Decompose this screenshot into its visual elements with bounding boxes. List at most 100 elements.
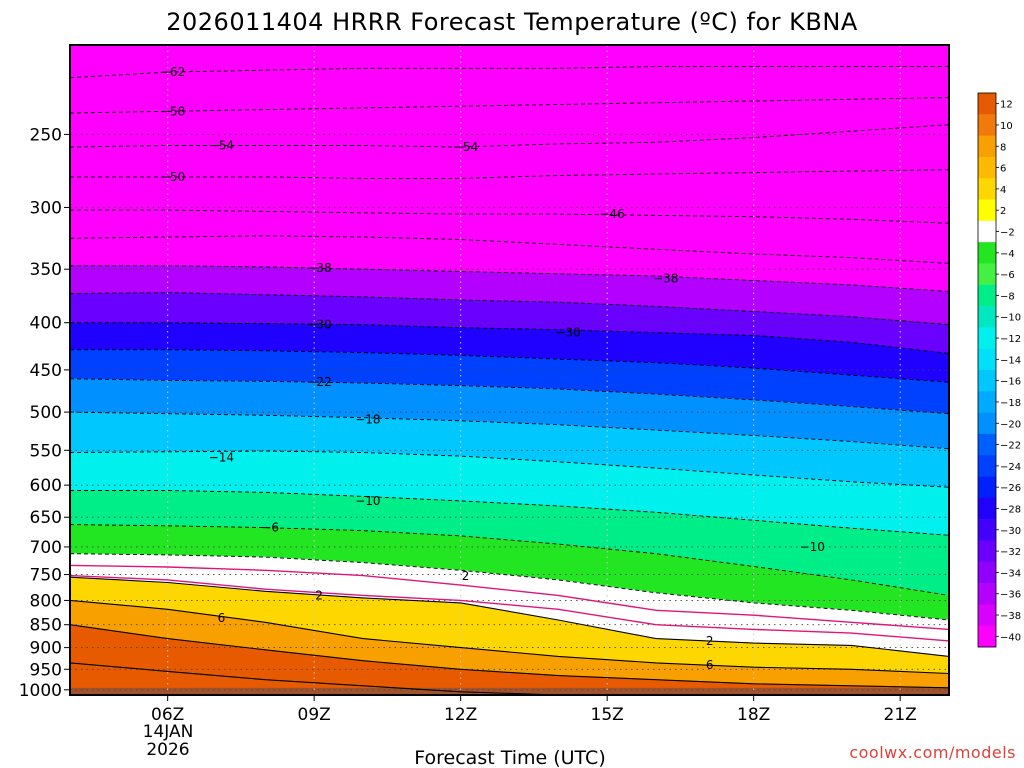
y-tick-label: 500 xyxy=(30,403,62,423)
isotherm-label: −58 xyxy=(160,104,185,118)
isotherm-label: 6 xyxy=(706,658,714,672)
freezing-line xyxy=(70,564,949,631)
colorbar-swatch xyxy=(978,625,996,648)
y-tick-label: 600 xyxy=(30,476,62,496)
freezing-lines xyxy=(70,564,949,642)
colorbar-label: −20 xyxy=(1000,419,1021,430)
y-tick-label: 950 xyxy=(30,660,62,680)
colorbar-swatch xyxy=(978,114,996,136)
x-tick-label: 12Z xyxy=(444,705,477,725)
temperature-bands xyxy=(70,66,949,695)
isotherm-label: 2 xyxy=(706,634,714,648)
credit-link[interactable]: coolwx.com/models xyxy=(849,743,1016,762)
isotherm-labels: −62−58−54 −54−50−46−38−38−30−30−22−18−14−… xyxy=(160,65,825,672)
colorbar-label: −38 xyxy=(1000,611,1021,622)
colorbar-label: 10 xyxy=(1000,121,1013,132)
colorbar-swatch xyxy=(978,93,996,115)
isotherm-label: −30 xyxy=(306,318,331,332)
colorbar-swatch xyxy=(978,263,996,286)
isotherm-label: −38 xyxy=(306,261,331,275)
colorbar-label: −2 xyxy=(1000,228,1015,239)
colorbar-swatch xyxy=(978,604,996,626)
isotherm-label: −38 xyxy=(653,271,678,285)
isotherm-label: −10 xyxy=(800,540,825,554)
y-tick-label: 250 xyxy=(30,125,62,145)
colorbar-frame xyxy=(977,92,997,648)
x-sub-label-year: 2026 xyxy=(146,740,189,760)
pressure-axis: 250 300 350 400 450 500 550 600 650 700 750 800 850 9… xyxy=(19,125,70,701)
colorbar-label: 4 xyxy=(1000,185,1006,196)
colorbar: 12 10 8 6 4 2 −2 −4 −6 −8 −10 −12 −14 −16 −18 −20 −22 −24… xyxy=(977,92,1021,648)
isotherm-label: −22 xyxy=(306,375,331,389)
isotherm-label: −46 xyxy=(599,207,624,221)
time-axis: 06Z 09Z 12Z 15Z 18Z 21Z xyxy=(151,695,917,725)
isotherm xyxy=(70,576,949,657)
isotherm-label: 6 xyxy=(218,611,226,625)
colorbar-swatch xyxy=(978,306,996,328)
isotherm-label: −54 xyxy=(453,140,478,154)
x-axis-label: Forecast Time (UTC) xyxy=(414,747,605,768)
colorbar-label: −22 xyxy=(1000,441,1021,452)
colorbar-swatch xyxy=(978,348,996,371)
colorbar-swatch xyxy=(978,178,996,200)
isotherm xyxy=(70,624,949,689)
y-tick-label: 750 xyxy=(30,566,62,586)
colorbar-label: −18 xyxy=(1000,398,1021,409)
y-tick-label: 900 xyxy=(30,639,62,659)
colorbar-swatch xyxy=(978,370,996,392)
y-tick-label: 300 xyxy=(30,198,62,218)
colorbar-label: 12 xyxy=(1000,100,1013,111)
colorbar-swatch xyxy=(978,497,996,520)
colorbar-label: −32 xyxy=(1000,547,1021,558)
colorbar-label: 8 xyxy=(1000,142,1006,153)
x-sub-label-date: 14JAN xyxy=(143,722,194,742)
y-tick-label: 850 xyxy=(30,616,62,636)
isotherm-label: −10 xyxy=(355,494,380,508)
colorbar-swatch xyxy=(978,433,996,456)
colorbar-label: −6 xyxy=(1000,270,1015,281)
colorbar-swatch xyxy=(978,156,996,179)
isotherm-label: −50 xyxy=(160,170,185,184)
colorbar-swatch xyxy=(978,519,996,541)
y-tick-label: 450 xyxy=(30,361,62,381)
colorbar-swatch xyxy=(978,327,996,349)
colorbar-swatch xyxy=(978,540,996,563)
x-tick-label: 21Z xyxy=(884,705,917,725)
colorbar-label: −14 xyxy=(1000,355,1021,366)
ground-layer xyxy=(70,687,949,695)
colorbar-label: −34 xyxy=(1000,568,1021,579)
y-tick-label: 400 xyxy=(30,314,62,334)
isotherm-label: −54 xyxy=(209,138,234,152)
freezing-line xyxy=(70,574,949,642)
y-tick-label: 350 xyxy=(30,260,62,280)
y-tick-label: 1000 xyxy=(19,681,62,701)
isotherm-label: −14 xyxy=(209,451,234,465)
colorbar-swatch xyxy=(978,391,996,413)
colorbar-swatch xyxy=(978,242,996,264)
colorbar-swatch xyxy=(978,284,996,307)
x-tick-label: 15Z xyxy=(591,705,624,725)
chart-title: 2026011404 HRRR Forecast Temperature (ºC… xyxy=(166,8,858,36)
isotherm xyxy=(70,662,949,695)
colorbar-label: −8 xyxy=(1000,291,1015,302)
isotherm-label: 2 xyxy=(315,588,323,602)
x-tick-label: 06Z xyxy=(151,705,184,725)
colorbar-label: −28 xyxy=(1000,505,1021,516)
colorbar-swatch xyxy=(978,561,996,584)
colorbar-swatch xyxy=(978,583,996,605)
colorbar-label: 6 xyxy=(1000,164,1006,175)
colorbar-label: −16 xyxy=(1000,377,1021,388)
isotherm-label: −6 xyxy=(261,521,279,535)
colorbar-label: −30 xyxy=(1000,526,1021,537)
colorbar-swatch xyxy=(978,412,996,435)
x-tick-label: 09Z xyxy=(298,705,331,725)
colorbar-swatch xyxy=(978,135,996,158)
x-tick-label: 18Z xyxy=(737,705,770,725)
y-tick-label: 700 xyxy=(30,538,62,558)
colorbar-swatch xyxy=(978,476,996,499)
colorbar-label: −40 xyxy=(1000,632,1021,643)
y-tick-label: 800 xyxy=(30,591,62,611)
colorbar-label: −24 xyxy=(1000,462,1021,473)
plot-area: −62−58−54 −54−50−46−38−38−30−30−22−18−14−… xyxy=(70,45,949,695)
